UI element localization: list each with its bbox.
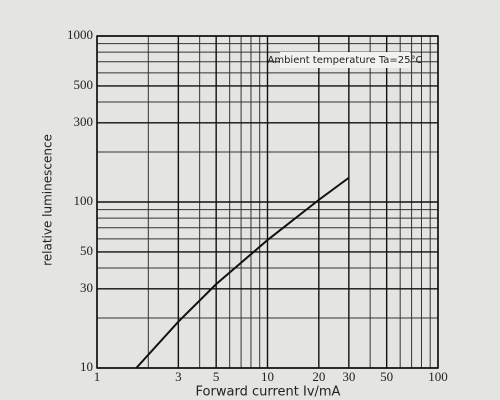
y-tick-label: 30 bbox=[80, 280, 93, 295]
x-tick-label: 50 bbox=[380, 369, 393, 384]
x-tick-label: 10 bbox=[261, 369, 274, 384]
y-tick-label: 300 bbox=[74, 114, 94, 129]
x-tick-label: 5 bbox=[213, 369, 220, 384]
annotation: Ambient temperature Ta=25°C bbox=[268, 55, 423, 66]
y-tick-label: 100 bbox=[74, 193, 94, 208]
x-tick-label: 30 bbox=[342, 369, 355, 384]
annotation-box bbox=[280, 52, 410, 68]
y-tick-label: 10 bbox=[80, 359, 93, 374]
x-tick-label: 100 bbox=[428, 369, 448, 384]
y-tick-label: 50 bbox=[80, 243, 93, 258]
plot-frame bbox=[96, 35, 439, 369]
y-axis-label: relative luminescence bbox=[41, 134, 55, 266]
curve bbox=[135, 176, 350, 369]
x-tick-label: 1 bbox=[94, 369, 101, 384]
y-tick-label: 1000 bbox=[67, 27, 93, 42]
y-tick-label: 500 bbox=[74, 77, 94, 92]
x-tick-label: 3 bbox=[175, 369, 182, 384]
x-tick-label: 20 bbox=[312, 369, 325, 384]
x-axis-label: Forward current Iv/mA bbox=[196, 385, 341, 400]
